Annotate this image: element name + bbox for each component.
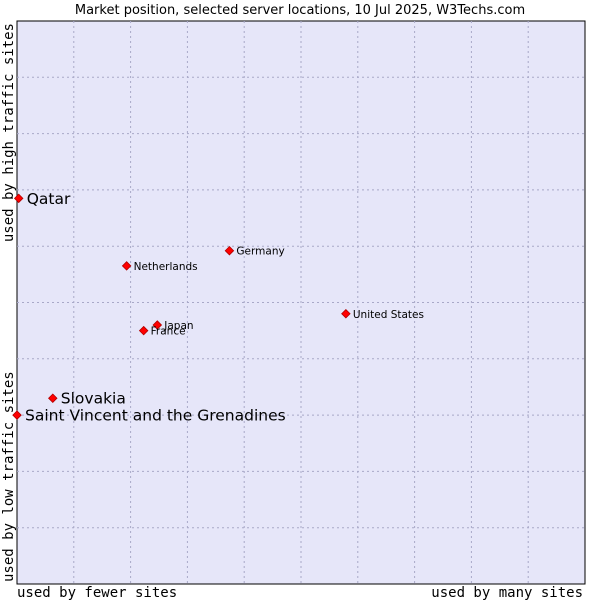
point-saint-vincent-and-the-grenadines: [12, 410, 22, 420]
point-label-netherlands: Netherlands: [134, 261, 198, 273]
point-united-states: [341, 308, 351, 319]
x-axis-label-left: used by fewer sites: [17, 585, 177, 600]
point-japan: [152, 320, 163, 330]
point-label-qatar: Qatar: [27, 190, 71, 208]
point-qatar: [13, 193, 24, 204]
y-axis-label-bottom: used by low traffic sites: [1, 371, 17, 582]
point-label-japan: Japan: [163, 320, 193, 332]
point-slovakia: [48, 393, 58, 403]
point-label-germany: Germany: [236, 246, 284, 258]
x-axis-label-right: used by many sites: [431, 585, 583, 600]
point-france: [138, 325, 149, 336]
point-label-saint-vincent-and-the-grenadines: Saint Vincent and the Grenadines: [25, 407, 286, 425]
point-label-france: France: [151, 326, 186, 338]
grid-lines: [17, 21, 585, 584]
chart-title: Market position, selected server locatio…: [75, 3, 525, 18]
point-germany: [224, 245, 235, 256]
point-label-slovakia: Slovakia: [61, 390, 126, 408]
point-netherlands: [121, 261, 132, 271]
point-label-united-states: United States: [353, 309, 424, 321]
data-points: Qatar Germany Netherlands United States Japa…: [12, 190, 424, 425]
y-axis-label-top: used by high traffic sites: [1, 23, 17, 242]
